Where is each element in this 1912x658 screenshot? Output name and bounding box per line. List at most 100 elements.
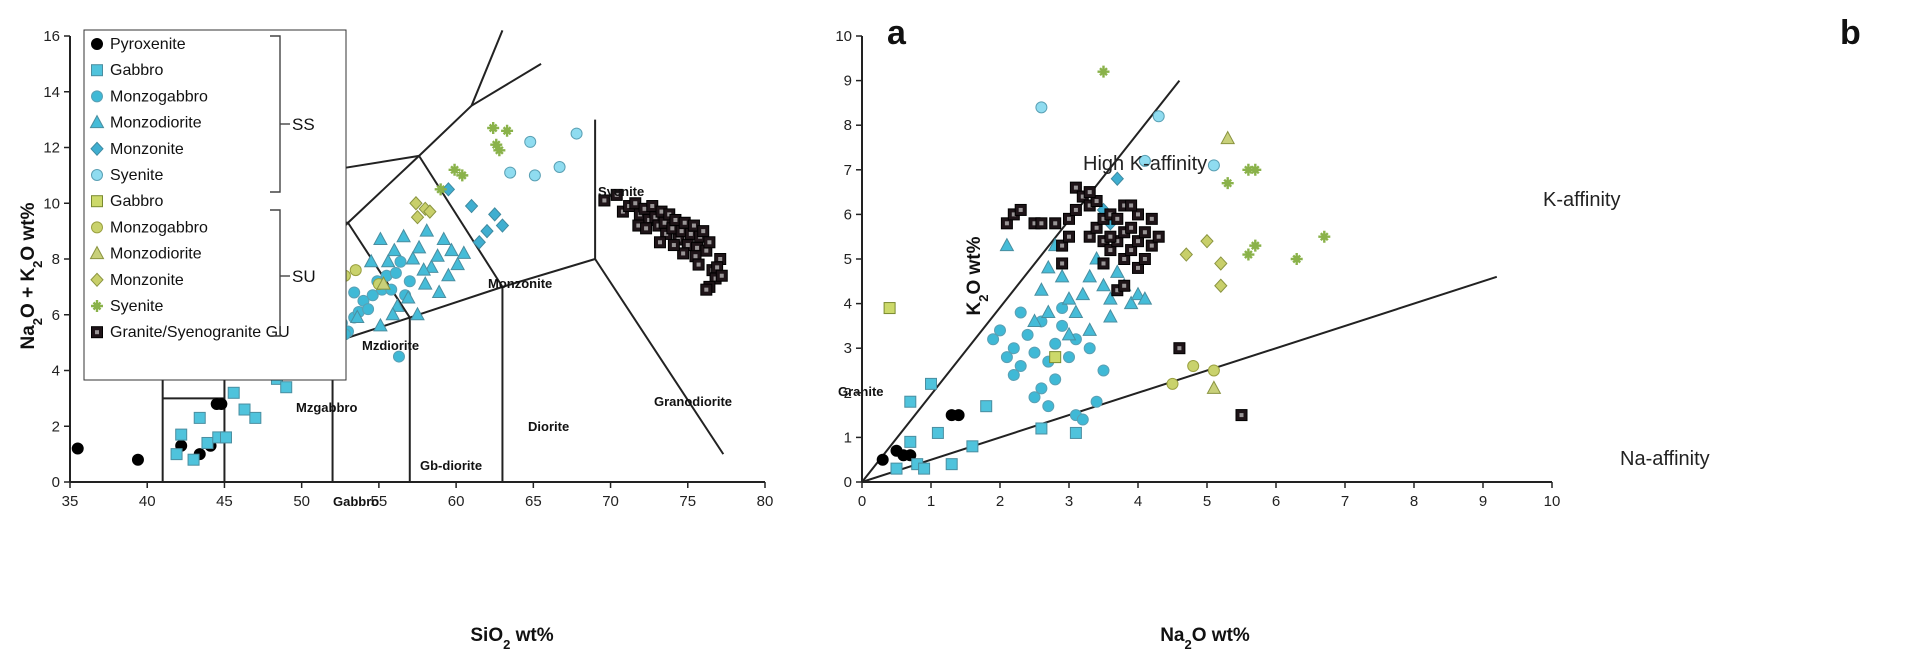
data-point-highlight: [614, 192, 619, 197]
data-point: [403, 275, 416, 288]
data-point-highlight: [1067, 234, 1071, 239]
a-boundary-line: [471, 63, 542, 107]
legend-marker-su-monzonite: [90, 272, 104, 288]
data-point-highlight: [1060, 243, 1065, 248]
a-x-ticks: 35 40 45 50 55 60 65 70 75 80: [62, 482, 774, 510]
data-point: [1061, 326, 1077, 341]
data-point: [493, 144, 506, 157]
data-point: [434, 183, 447, 196]
data-point-highlight: [1142, 230, 1147, 235]
data-point: [1207, 364, 1220, 377]
data-point-highlight: [1177, 346, 1182, 351]
data-point: [405, 250, 421, 265]
data-point-highlight: [1080, 194, 1085, 199]
data-point-highlight: [650, 204, 655, 209]
data-point: [480, 223, 494, 239]
legend-label-ss-syenite: Syenite: [110, 167, 163, 184]
legend-marker-gu-granite-syenogranite-gu-highlight: [95, 330, 99, 335]
field-label-granodiorite: Granodiorite: [654, 394, 732, 409]
data-point: [238, 403, 251, 416]
legend-marker-ss-monzonite: [90, 141, 104, 157]
data-point: [1187, 360, 1200, 373]
data-point-highlight: [1122, 230, 1127, 235]
legend-label-su-syenite: Syenite: [110, 298, 163, 315]
b-x-tick-label: 1: [927, 493, 935, 510]
data-point-highlight: [1101, 239, 1106, 244]
data-point: [1028, 391, 1041, 404]
data-point: [876, 453, 889, 466]
data-point: [1206, 380, 1222, 394]
data-point-highlight: [647, 217, 652, 222]
data-point: [1103, 308, 1118, 323]
data-point-highlight: [718, 257, 723, 261]
legend-marker-su-syenite: [91, 300, 103, 312]
b-y-tick-label: 4: [844, 296, 852, 313]
data-point: [410, 306, 425, 321]
region-k-affinity: K-affinity: [1543, 189, 1620, 211]
field-label-granite: Granite: [838, 384, 884, 399]
data-point: [464, 198, 479, 214]
data-point-highlight: [1122, 283, 1127, 288]
a-boundary-line: [502, 258, 596, 288]
data-point-highlight: [602, 198, 607, 203]
data-point: [392, 350, 405, 363]
legend-label-su-monzogabbro: Monzogabbro: [110, 219, 208, 236]
data-point: [1063, 351, 1075, 364]
data-point: [1082, 322, 1098, 336]
b-x-tick-label: 7: [1341, 493, 1349, 510]
data-point: [444, 242, 459, 257]
data-point: [890, 462, 903, 475]
data-point-highlight: [662, 220, 667, 225]
data-point: [1096, 277, 1111, 292]
data-point: [1242, 163, 1255, 176]
data-point: [1035, 101, 1048, 114]
data-point-highlight: [713, 276, 718, 281]
a-x-tick-label: 80: [757, 493, 774, 510]
data-point: [1249, 239, 1262, 252]
data-point-highlight: [1039, 221, 1044, 226]
b-series-ss-gabbro: [890, 377, 1082, 475]
field-label-gabbro: Gabbro: [333, 494, 379, 509]
data-point-highlight: [696, 262, 701, 267]
data-point: [201, 436, 214, 449]
legend-label-su-monzonite: Monzonite: [110, 272, 184, 289]
data-point: [193, 411, 206, 424]
data-point-highlight: [1004, 221, 1009, 226]
data-point-highlight: [664, 231, 669, 236]
data-point: [409, 196, 423, 211]
legend-marker-su-monzodiorite: [89, 245, 105, 260]
a-series-ss-monzodiorite: [349, 223, 472, 332]
legend-marker-ss-syenite: [91, 169, 103, 181]
legend-label-su-gabbro: Gabbro: [110, 193, 163, 210]
data-point-highlight: [659, 209, 664, 214]
data-point: [570, 127, 583, 140]
a-boundary-line: [594, 258, 725, 455]
data-point: [376, 276, 391, 290]
data-point-highlight: [656, 223, 661, 228]
data-point: [1097, 364, 1110, 377]
legend-label-ss-gabbro: Gabbro: [110, 62, 163, 79]
panel-a-label: a: [887, 14, 907, 52]
b-y-tick-label: 8: [844, 117, 852, 134]
data-point-highlight: [691, 223, 696, 228]
data-point: [430, 248, 445, 262]
a-x-tick-label: 40: [139, 493, 156, 510]
data-point-highlight: [1087, 203, 1092, 208]
a-legend: Pyroxenite Gabbro Monzogabbro Monzodiorite M…: [83, 29, 347, 381]
a-data-points: [71, 121, 728, 466]
data-point: [348, 286, 361, 299]
data-point: [131, 453, 144, 466]
data-point: [1007, 368, 1020, 381]
data-point: [394, 255, 407, 268]
a-x-tick-label: 60: [448, 493, 465, 510]
data-point: [170, 448, 183, 461]
data-point: [349, 309, 365, 324]
data-point-highlight: [1108, 234, 1113, 239]
legend-label-gu-granite-syenogranite-gu: Granite/Syenogranite GU: [110, 324, 290, 341]
data-point-highlight: [1115, 288, 1120, 293]
data-point-highlight: [1136, 212, 1140, 217]
data-point: [1179, 247, 1193, 262]
data-point: [366, 289, 379, 302]
